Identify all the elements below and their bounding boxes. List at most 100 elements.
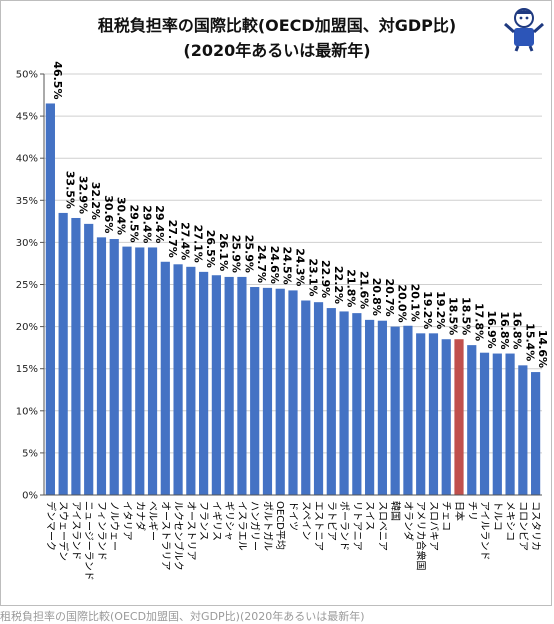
category-label: OECD平均: [274, 501, 286, 550]
data-label: 29.5%: [128, 204, 141, 242]
bar: [211, 275, 221, 495]
data-label: 21.6%: [357, 271, 370, 309]
data-label: 22.2%: [332, 266, 345, 304]
category-label: スロベニア: [376, 501, 388, 551]
bars: [45, 103, 541, 495]
category-label: チェコ: [440, 501, 452, 531]
category-label: ドイツ: [287, 501, 298, 531]
data-label: 16.9%: [485, 311, 498, 349]
data-label: 29.4%: [153, 205, 166, 243]
y-tick-label: 50%: [16, 70, 38, 81]
bar: [352, 313, 362, 495]
bar: [301, 300, 311, 495]
data-label: 16.8%: [498, 311, 511, 349]
category-label: ハンガリー: [249, 501, 261, 551]
category-label: トルコ: [491, 501, 502, 531]
data-label: 27.7%: [166, 220, 179, 258]
y-tick-label: 0%: [22, 491, 38, 502]
category-label: ベルギー: [147, 501, 159, 541]
category-label: イギリス: [210, 501, 222, 541]
category-label: オーストラリア: [159, 501, 171, 571]
bar: [250, 287, 260, 495]
bar: [518, 365, 528, 495]
bar: [428, 333, 439, 495]
category-label: アイルランド: [479, 501, 491, 561]
bar: [135, 247, 145, 495]
data-label: 25.9%: [242, 235, 255, 273]
bar-chart: 0% 5% 10% 15% 20% 25% 30% 35% 40% 45% 50% 46.5% 33.…: [16, 61, 549, 581]
y-axis-ticks: 0% 5% 10% 15% 20% 25% 30% 35% 40% 45% 50%: [16, 70, 44, 502]
category-label: リトアニア: [351, 501, 362, 551]
bar: [109, 239, 119, 495]
bar: [390, 326, 400, 495]
bar: [377, 320, 387, 495]
bar: [58, 212, 68, 495]
data-label: 23.1%: [306, 258, 319, 296]
data-label: 25.9%: [230, 235, 243, 273]
bar: [96, 237, 107, 495]
data-label: 32.2%: [89, 182, 102, 220]
bar: [416, 333, 426, 495]
category-label: カナダ: [134, 501, 147, 531]
chart-subtitle: (2020年あるいは最新年): [183, 41, 371, 60]
bar: [147, 247, 158, 495]
category-label: オランダ: [402, 501, 415, 541]
category-label: ポルトガル: [261, 501, 273, 551]
category-label: イスラエル: [236, 501, 248, 551]
category-label: スウェーデン: [57, 501, 70, 561]
data-label: 14.6%: [536, 330, 549, 368]
data-label: 19.2%: [421, 291, 434, 329]
y-tick-label: 25%: [16, 280, 38, 291]
data-label: 20.7%: [383, 279, 396, 317]
data-label: 27.4%: [179, 222, 192, 260]
data-label: 26.5%: [204, 230, 217, 268]
bar: [531, 372, 541, 495]
mascot-figure-icon: [504, 8, 544, 52]
category-label: スイス: [364, 501, 375, 531]
category-label: エストニア: [313, 501, 324, 551]
category-label: コスタリカ: [530, 501, 542, 551]
category-label: スロバキア: [427, 501, 439, 551]
bar: [454, 339, 464, 495]
bar: [365, 319, 375, 495]
data-label: 20.0%: [396, 284, 409, 322]
bar: [275, 288, 285, 495]
bar: [262, 287, 273, 495]
category-label: スペイン: [300, 501, 311, 540]
bar: [84, 223, 94, 495]
data-label: 24.7%: [255, 245, 268, 283]
category-label: フィンランド: [95, 501, 107, 561]
category-label: イタリア: [121, 501, 133, 541]
bar: [199, 271, 209, 495]
bar: [479, 352, 490, 495]
data-label: 24.6%: [268, 246, 281, 284]
data-label: 32.9%: [76, 176, 89, 214]
y-tick-label: 45%: [16, 112, 38, 123]
footer-caption: 租税負担率の国際比較(OECD加盟国、対GDP比)(2020年あるいは最新年): [0, 610, 365, 623]
bar: [224, 276, 234, 495]
data-label: 24.3%: [294, 248, 307, 286]
bar: [326, 308, 336, 495]
bar: [45, 103, 55, 495]
chart-title: 租税負担率の国際比較(OECD加盟国、対GDP比): [97, 16, 457, 35]
y-tick-label: 10%: [16, 406, 38, 417]
bar: [173, 264, 183, 495]
category-label: デンマーク: [44, 501, 57, 551]
bar: [492, 353, 502, 495]
bar: [288, 290, 298, 495]
category-label: アイスランド: [70, 501, 82, 560]
bar: [71, 217, 81, 495]
data-label: 46.5%: [51, 61, 64, 99]
category-label: チリ: [466, 501, 478, 521]
bar: [505, 353, 515, 495]
data-label: 17.8%: [472, 303, 485, 341]
category-label: フランス: [198, 501, 210, 541]
bar: [467, 345, 477, 495]
y-tick-label: 20%: [16, 322, 38, 333]
data-label: 20.8%: [370, 278, 383, 316]
x-axis-labels: デンマーク スウェーデン アイスランド ニュージーランド フィンランド ノルウェー イタリア…: [44, 501, 541, 581]
y-tick-label: 40%: [16, 154, 38, 165]
category-label: ノルウェー: [108, 501, 120, 551]
bar: [237, 276, 247, 495]
data-label: 27.1%: [191, 225, 204, 263]
